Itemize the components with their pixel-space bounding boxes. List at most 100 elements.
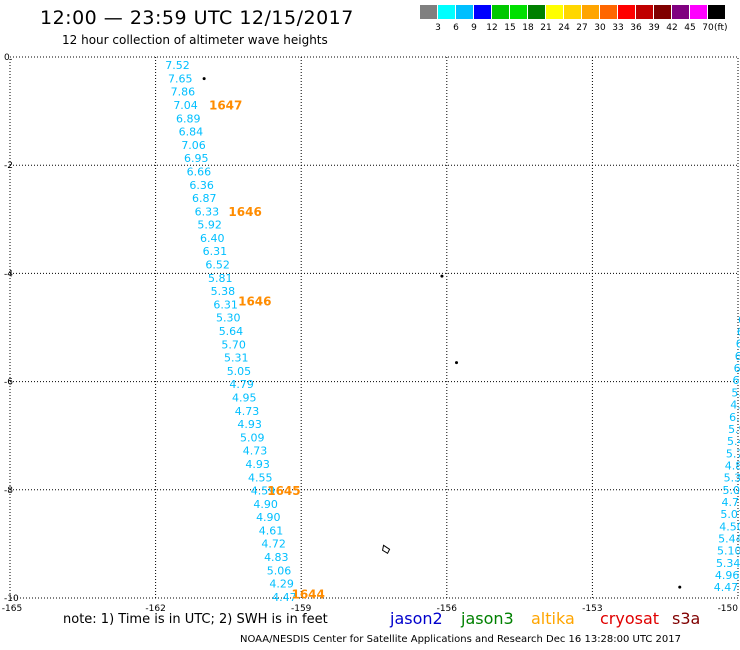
island-outline bbox=[382, 544, 391, 555]
colorbar-swatch bbox=[438, 5, 455, 19]
island-marker bbox=[678, 585, 682, 589]
colorbar-label: 15 bbox=[504, 23, 516, 33]
plot-area: -165 -162 -159 -156 -153 -150 0. -2 -4 -6 -8 -10 7.5… bbox=[2, 53, 740, 612]
y-tick-label: -8 bbox=[4, 486, 13, 496]
satellite-legend-item: altika bbox=[531, 609, 575, 628]
x-tick-label: -150 bbox=[718, 604, 739, 612]
credit-line: NOAA/NESDIS Center for Satellite Applica… bbox=[240, 634, 682, 645]
colorbar-label: 30 bbox=[594, 23, 606, 33]
colorbar-label: 70 bbox=[702, 23, 714, 33]
wave-height-label: 6.47 bbox=[734, 362, 740, 375]
plot-frame bbox=[9, 56, 739, 599]
y-tick-label: -10 bbox=[4, 594, 19, 604]
time-label: 1644 bbox=[291, 588, 324, 602]
satellite-legend-item: jason2 bbox=[390, 609, 443, 628]
wave-height-label: 5.06 bbox=[267, 564, 292, 577]
wave-height-label: 5.50 bbox=[731, 386, 740, 399]
wave-height-label: 6.36 bbox=[189, 179, 214, 192]
wave-height-label: 5.10 bbox=[717, 545, 740, 558]
x-tick-label: -153 bbox=[582, 604, 602, 612]
wave-height-label: 4.73 bbox=[235, 405, 260, 418]
wave-height-label: 5.07 bbox=[720, 508, 740, 521]
wave-height-label: 5.34 bbox=[716, 557, 740, 570]
chart-subtitle: 12 hour collection of altimeter wave hei… bbox=[62, 33, 328, 47]
x-tick-label: -162 bbox=[145, 604, 165, 612]
wave-height-label: 7.65 bbox=[168, 72, 193, 85]
y-tick-label: -6 bbox=[4, 378, 13, 388]
colorbar-swatch bbox=[492, 5, 509, 19]
wave-height-label: 4.59 bbox=[251, 485, 276, 498]
colorbar-swatch bbox=[672, 5, 689, 19]
satellite-legend-item: cryosat bbox=[600, 609, 660, 628]
colorbar-label: 18 bbox=[522, 23, 534, 33]
colorbar-label: 3 bbox=[435, 23, 441, 33]
chart-title: 12:00 — 23:59 UTC 12/15/2017 bbox=[40, 7, 354, 29]
colorbar-swatch bbox=[474, 5, 491, 19]
wave-height-label: 5.71 bbox=[726, 447, 740, 460]
time-label: 1646 bbox=[228, 205, 261, 219]
wave-height-label: 4.47 bbox=[272, 591, 297, 604]
wave-height-label: 5.81 bbox=[208, 272, 233, 285]
wave-height-label: 6.37 bbox=[735, 350, 740, 363]
satellite-legend-item: s3a bbox=[672, 609, 701, 628]
wave-height-label: 6.38 bbox=[738, 313, 740, 326]
wave-height-label: 4.61 bbox=[259, 524, 284, 537]
x-tick-label: -165 bbox=[2, 604, 22, 612]
wave-height-label: 6.31 bbox=[203, 245, 228, 258]
wave-height-label: 5.95 bbox=[728, 423, 740, 436]
wave-height-label: 5.09 bbox=[240, 431, 265, 444]
wave-height-label: 4.90 bbox=[253, 498, 277, 511]
wave-height-label: 5.09 bbox=[723, 484, 740, 497]
wave-height-label: 6.14 bbox=[732, 374, 740, 387]
wave-height-label: 4.04 bbox=[730, 399, 740, 412]
colorbar-label: 24 bbox=[558, 23, 570, 33]
colorbar-swatch bbox=[600, 5, 617, 19]
wave-height-label: 4.71 bbox=[721, 496, 740, 509]
island-marker bbox=[440, 274, 444, 278]
time-label: 1646 bbox=[238, 294, 271, 308]
wave-height-label: 5.38 bbox=[211, 285, 236, 298]
wave-height-label: 4.47 bbox=[714, 581, 739, 594]
colorbar-label: 12 bbox=[486, 23, 498, 33]
wave-height-label: 5.70 bbox=[221, 338, 246, 351]
wave-height-label: 4.95 bbox=[232, 391, 256, 404]
wave-height-label: 4.90 bbox=[256, 511, 281, 524]
wave-height-label: 6.11 bbox=[729, 411, 740, 424]
colorbar-label: 6 bbox=[453, 23, 459, 33]
colorbar-label: 39 bbox=[648, 23, 660, 33]
y-tick-label: -4 bbox=[4, 269, 13, 279]
colorbar-swatch bbox=[546, 5, 563, 19]
colorbar-swatch bbox=[654, 5, 671, 19]
wave-height-label: 6.84 bbox=[179, 126, 204, 139]
wave-height-label: 4.72 bbox=[261, 538, 286, 551]
wave-height-label: 6.95 bbox=[184, 152, 209, 165]
x-tick-label: -156 bbox=[437, 604, 458, 612]
wave-height-label: 6.31 bbox=[213, 298, 238, 311]
wave-height-label: 7.06 bbox=[181, 139, 206, 152]
wave-height-label: 7.04 bbox=[173, 99, 198, 112]
wave-height-label: 6.41 bbox=[737, 326, 740, 339]
colorbar-swatch bbox=[510, 5, 527, 19]
y-tick-label: 0. bbox=[4, 53, 13, 63]
wave-height-label: 6.33 bbox=[195, 205, 220, 218]
colorbar-swatch bbox=[636, 5, 653, 19]
wave-height-label: 5.30 bbox=[216, 312, 241, 325]
colorbar-label: 27 bbox=[576, 23, 588, 33]
island-marker bbox=[202, 77, 206, 81]
time-label: 1647 bbox=[209, 99, 242, 113]
wave-height-label: 5.42 bbox=[727, 435, 740, 448]
wave-height-label: 4.50 bbox=[719, 520, 740, 533]
wave-height-label: 4.93 bbox=[237, 418, 262, 431]
wave-height-label: 5.44 bbox=[718, 532, 740, 545]
wave-height-label: 5.05 bbox=[227, 365, 252, 378]
wave-height-label: 4.55 bbox=[248, 471, 273, 484]
wave-height-label: 4.83 bbox=[725, 459, 740, 472]
wave-height-label: 7.52 bbox=[165, 59, 190, 72]
wave-height-label: 4.83 bbox=[264, 551, 289, 564]
colorbar-label: 21 bbox=[540, 23, 552, 33]
wave-height-label: 7.86 bbox=[171, 86, 196, 99]
colorbar-label: 33 bbox=[612, 23, 624, 33]
colorbar-swatch bbox=[582, 5, 599, 19]
colorbar-swatch bbox=[564, 5, 581, 19]
time-label: 1645 bbox=[267, 484, 300, 498]
